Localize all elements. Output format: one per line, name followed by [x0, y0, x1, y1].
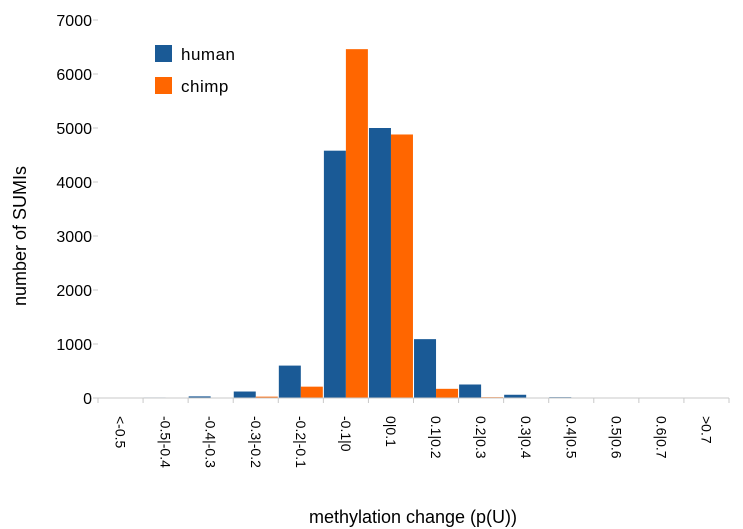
- x-tick-label: 0.6|0.7: [653, 416, 669, 459]
- bar-human-5: [323, 150, 346, 398]
- bars-layer: [98, 49, 707, 399]
- bar-human-8: [459, 384, 482, 398]
- x-axis: <-0.5 -0.5|-0.4 -0.4|-0.3 -0.3|-0.2 -0.2|-0.…: [97, 397, 730, 468]
- legend-label-chimp: chimp: [181, 77, 229, 96]
- x-tick-label: 0|0.1: [383, 416, 399, 447]
- y-tick-label: 5000: [56, 121, 92, 138]
- x-tick-label: 0.4|0.5: [563, 416, 579, 459]
- y-axis: 0 1000 2000 3000 4000 5000 6000 7000: [56, 13, 98, 408]
- y-tick-label: 0: [83, 391, 92, 408]
- bar-chimp-3: [255, 396, 278, 398]
- x-tick-label: 0.5|0.6: [608, 416, 624, 459]
- x-tick-label: 0.3|0.4: [518, 416, 534, 459]
- bar-chimp-4: [300, 386, 323, 398]
- x-tick-label: -0.4|-0.3: [203, 416, 219, 468]
- y-tick-label: 3000: [56, 229, 92, 246]
- bar-chimp-5: [345, 49, 368, 398]
- y-tick-label: 1000: [56, 337, 92, 354]
- y-tick-label: 4000: [56, 175, 92, 192]
- y-tick-label: 7000: [56, 13, 92, 30]
- y-tick-label: 6000: [56, 67, 92, 84]
- x-tick-label: -0.3|-0.2: [248, 416, 264, 468]
- bar-chimp-6: [390, 134, 413, 399]
- bar-human-9: [504, 394, 527, 398]
- bar-chimp-7: [436, 388, 459, 398]
- bar-human-6: [368, 128, 391, 398]
- x-tick-label: 0.1|0.2: [428, 416, 444, 459]
- x-tick-label: <-0.5: [113, 416, 129, 449]
- legend-label-human: human: [181, 45, 235, 64]
- bar-human-3: [233, 391, 256, 398]
- bar-human-7: [414, 339, 437, 398]
- x-tick-label: >0.7: [698, 416, 714, 444]
- y-axis-title: number of SUMIs: [10, 166, 30, 306]
- x-tick-label: -0.2|-0.1: [293, 416, 309, 468]
- x-axis-title: methylation change (p(U)): [309, 507, 517, 527]
- x-tick-label: 0.2|0.3: [473, 416, 489, 459]
- x-tick-label: -0.5|-0.4: [158, 416, 174, 468]
- legend: human chimp: [155, 45, 235, 96]
- legend-swatch-chimp: [155, 77, 172, 94]
- bar-human-2: [188, 396, 211, 398]
- legend-swatch-human: [155, 45, 172, 62]
- y-tick-label: 2000: [56, 283, 92, 300]
- bar-human-4: [278, 365, 301, 398]
- x-tick-label: -0.1|0: [338, 416, 354, 452]
